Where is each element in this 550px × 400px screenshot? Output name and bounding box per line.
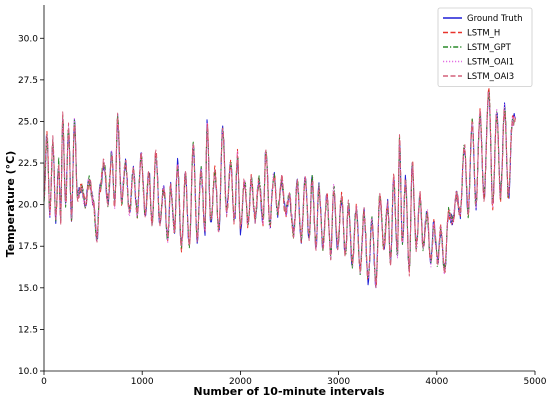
legend-label: LSTM_H: [467, 29, 500, 39]
y-tick-label: 12.5: [18, 325, 38, 335]
y-tick-label: 30.0: [18, 34, 38, 44]
y-tick-label: 27.5: [18, 76, 38, 86]
legend-label: LSTM_OAI3: [467, 72, 514, 82]
x-axis-title: Number of 10-minute intervals: [193, 385, 385, 398]
x-tick-label: 1000: [131, 377, 154, 387]
x-tick-label: 0: [41, 377, 47, 387]
y-tick-label: 10.0: [18, 367, 38, 377]
legend-label: LSTM_OAI1: [467, 58, 514, 68]
legend: Ground Truth LSTM_H LSTM_GPT LSTM_OAI1 LSTM_…: [437, 7, 533, 87]
y-tick-label: 15.0: [18, 284, 38, 294]
x-tick-label: 5000: [524, 377, 547, 387]
plot-series: [43, 87, 516, 289]
legend-label: LSTM_GPT: [467, 43, 512, 53]
y-axis-title: Temperature (°C): [4, 151, 17, 258]
series-line-lstm-gpt: [43, 90, 516, 284]
axes: [43, 5, 535, 372]
series-line-lstm-h: [43, 87, 516, 285]
y-tick-label: 17.5: [18, 242, 38, 252]
x-tick-label: 3000: [327, 377, 350, 387]
legend-label: Ground Truth: [467, 14, 523, 24]
y-tick-label: 25.0: [18, 117, 38, 127]
y-tick-label: 20.0: [18, 201, 38, 211]
x-axis-ticks: 0 1000 2000 3000 4000 5000: [41, 371, 547, 387]
series-line-lstm-oai1: [43, 91, 516, 286]
y-axis-ticks: 10.0 12.5 15.0 17.5 20.0 22.5 25.0 27.5 30.0: [18, 34, 44, 377]
y-tick-label: 22.5: [18, 159, 38, 169]
x-tick-label: 2000: [229, 377, 252, 387]
x-tick-label: 4000: [425, 377, 448, 387]
series-line-lstm-oai3: [43, 91, 516, 289]
legend-box: [437, 7, 533, 87]
